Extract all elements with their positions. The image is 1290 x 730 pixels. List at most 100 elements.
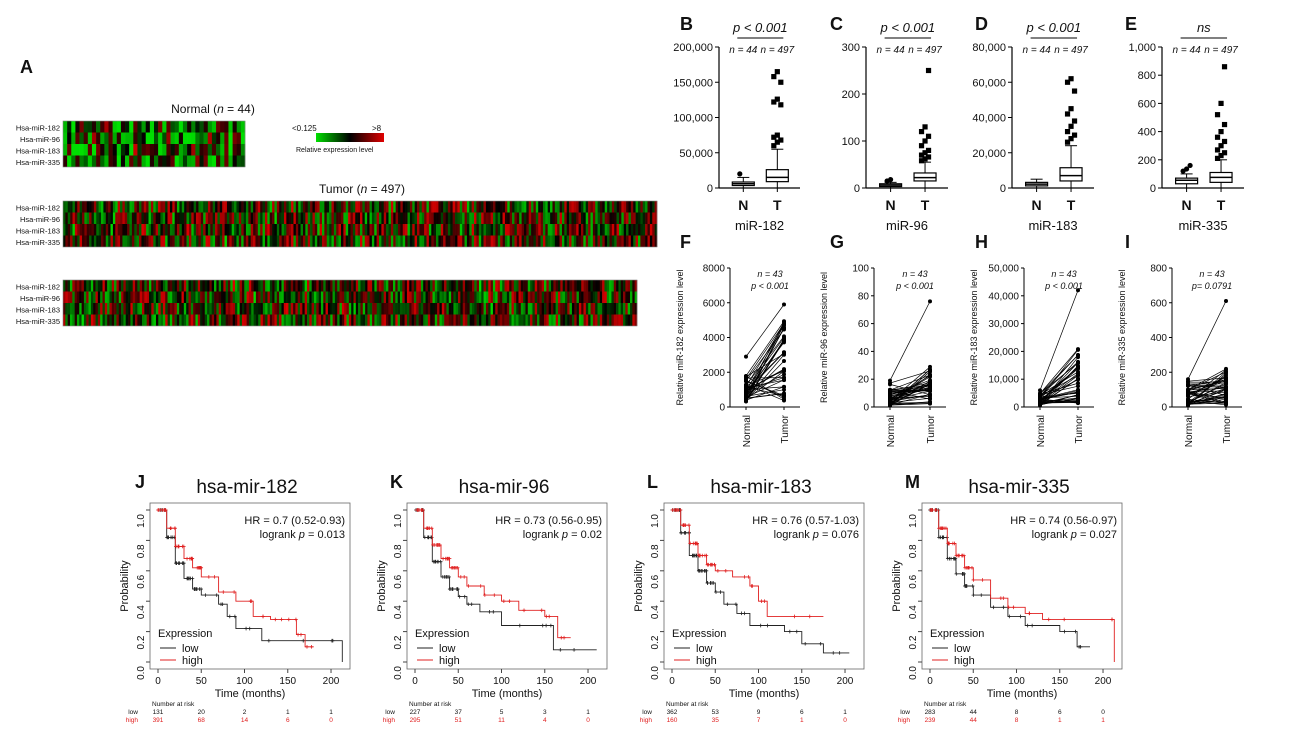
heatmap-cell (184, 235, 187, 247)
heatmap-cell (139, 201, 142, 213)
heatmap-cell (300, 314, 303, 326)
heatmap-cell (181, 235, 185, 247)
heatmap-cell (232, 314, 236, 326)
heatmap-cell (390, 212, 394, 224)
heatmap-cell (409, 201, 413, 213)
heatmap-cell (599, 235, 603, 247)
heatmap-cell (569, 314, 573, 326)
censor-mark (432, 559, 436, 564)
heatmap-cell (153, 291, 157, 303)
heatmap-cell (320, 280, 324, 292)
heatmap-cell (395, 314, 398, 326)
heatmap-cell (362, 212, 366, 224)
heatmap-cell (162, 144, 167, 156)
heatmap-cell (532, 303, 536, 315)
heatmap-cell (232, 121, 238, 133)
heatmap-cell (583, 235, 587, 247)
heatmap-cell (407, 224, 411, 236)
heatmap-cell (514, 224, 518, 236)
pair-connector (1039, 399, 1079, 404)
heatmap-cell (70, 212, 73, 224)
heatmap-cell (170, 144, 175, 156)
heatmap-cell (108, 201, 111, 213)
heatmap-cell (428, 235, 432, 247)
heatmap-cell (576, 280, 580, 292)
heatmap-cell (104, 132, 109, 144)
heatmap-cell (525, 303, 529, 315)
pair-connector (745, 325, 785, 392)
heatmap-cell (238, 235, 242, 247)
heatmap-cell (492, 303, 496, 315)
heatmap-cell (583, 303, 587, 315)
risk-row-label-high: high (383, 717, 396, 724)
heatmap-cell (411, 314, 415, 326)
heatmap-cell (372, 314, 375, 326)
normal-point (888, 381, 892, 386)
heatmap-cell (443, 235, 446, 247)
heatmap-cell (112, 224, 116, 236)
heatmap-cell (392, 280, 396, 292)
heatmap-cell (165, 235, 168, 247)
heatmap-cell (407, 212, 411, 224)
heatmap-cell (143, 224, 147, 236)
outlier-point (1071, 132, 1078, 138)
paired-line (1186, 391, 1228, 407)
heatmap-cell (592, 303, 596, 315)
tumor-point (928, 394, 932, 399)
heatmap-cell (426, 235, 430, 247)
censor-mark (1062, 629, 1067, 634)
heatmap-cell (228, 291, 231, 303)
heatmap-cell (465, 291, 468, 303)
heatmap-cell (590, 224, 594, 236)
heatmap-cell (88, 314, 92, 326)
heatmap-cell (226, 235, 230, 247)
heatmap-cell (355, 224, 358, 236)
heatmap-cell (105, 235, 109, 247)
heatmap-cell (241, 280, 245, 292)
heatmap-cell (204, 314, 208, 326)
heatmap-cell (573, 235, 577, 247)
heatmap-cell (104, 314, 108, 326)
heatmap-cell (148, 235, 152, 247)
heatmap-cell (507, 212, 510, 224)
heatmap-cell (329, 224, 332, 236)
outlier-point (778, 137, 784, 143)
heatmap-cell (331, 224, 335, 236)
heatmap-cell (460, 314, 463, 326)
km-title: hsa-mir-182 (196, 477, 297, 498)
heatmap-cell (574, 314, 577, 326)
outlier-point (774, 69, 780, 75)
heatmap-cell (357, 235, 361, 247)
heatmap-cell (225, 280, 229, 292)
pair-connector (745, 304, 785, 357)
heatmap-cell (533, 224, 537, 236)
heatmap-cell (98, 235, 102, 247)
heatmap-cell (65, 235, 69, 247)
heatmap-cell (462, 212, 465, 224)
heatmap-cell (103, 212, 107, 224)
heatmap-cell (129, 121, 134, 133)
heatmap-cell (488, 291, 491, 303)
heatmap-cell (606, 280, 610, 292)
heatmap-cell (340, 212, 344, 224)
heatmap-cell (205, 224, 209, 236)
heatmap-cell (63, 314, 66, 326)
heatmap-cell (114, 303, 117, 315)
normal-point (888, 399, 892, 404)
pair-connector (1039, 362, 1079, 403)
censor-mark (690, 553, 695, 558)
heatmap-cell (219, 212, 223, 224)
heatmap-cell (67, 155, 72, 167)
y-tick-label: 20,000 (972, 148, 1006, 160)
heatmap-cell (425, 291, 429, 303)
n-label: n = 497 (760, 45, 794, 56)
heatmap-cell (298, 201, 301, 213)
outlier-point (778, 79, 784, 85)
heatmap-cell (318, 303, 322, 315)
heatmap-cell (224, 212, 228, 224)
heatmap-cell (595, 224, 598, 236)
heatmap-cell (542, 212, 546, 224)
heatmap-cell (376, 235, 380, 247)
outlier-point (778, 102, 784, 108)
heatmap-cell (321, 235, 325, 247)
